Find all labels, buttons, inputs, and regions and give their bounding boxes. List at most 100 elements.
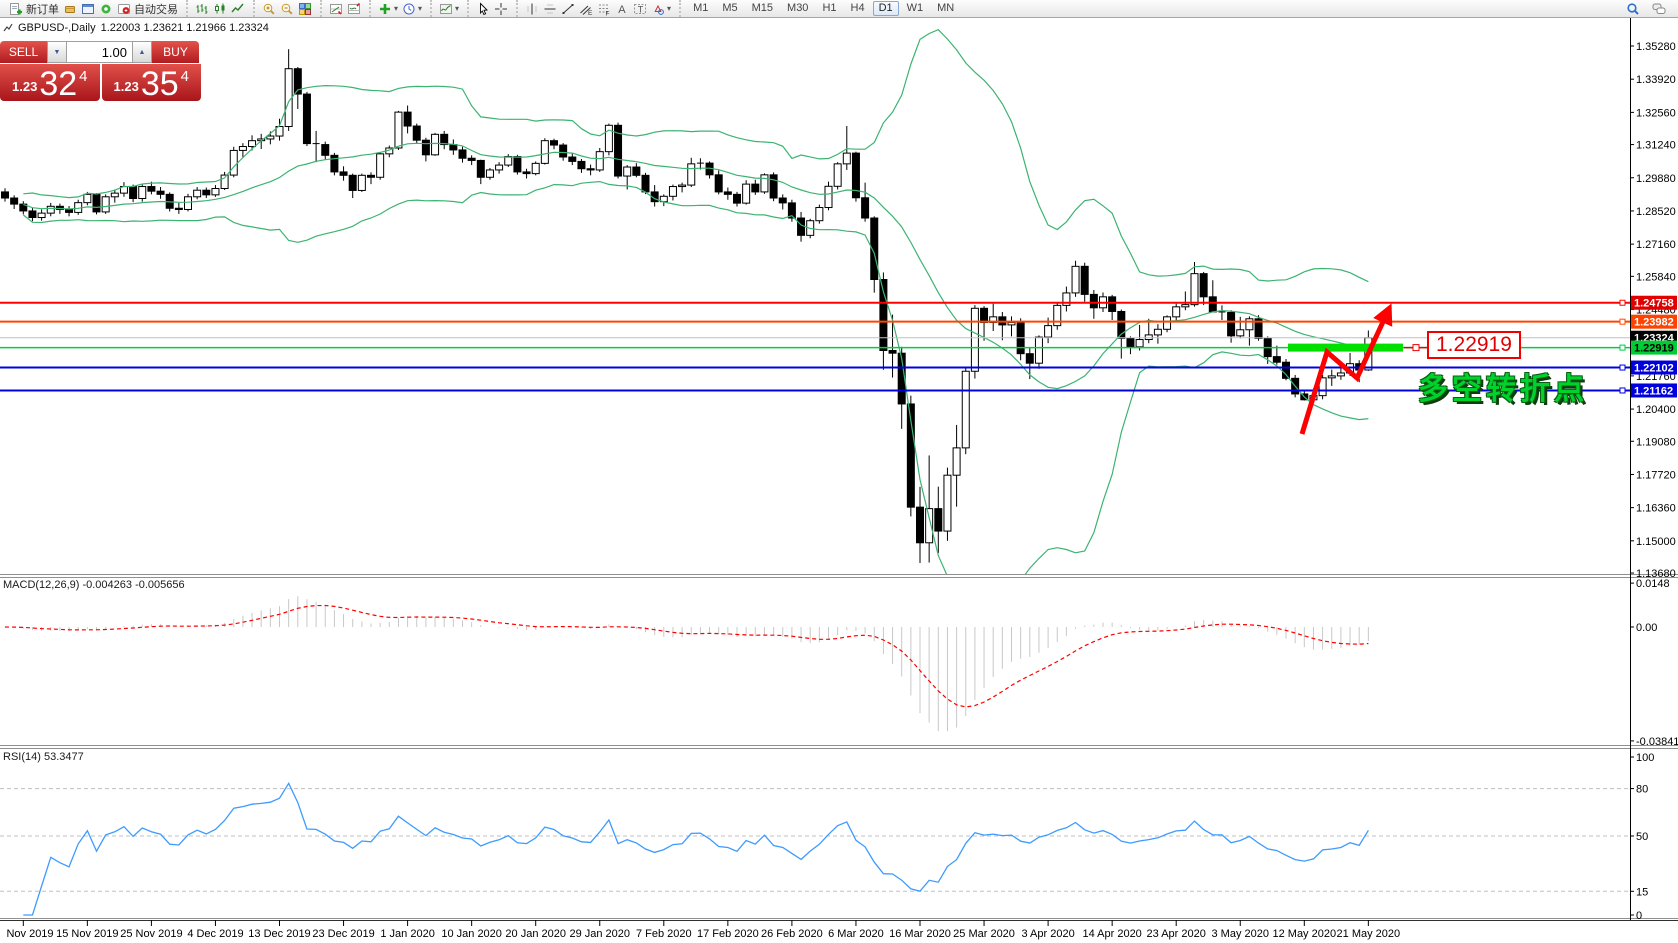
toolbar-tf-m1-button[interactable]: M1 [693,2,709,14]
hline-handle[interactable] [1619,299,1626,306]
svg-text:1.22919: 1.22919 [1634,343,1674,355]
rsi-pane [0,781,1630,916]
candlesticks [1,49,1373,564]
hline-handle[interactable] [1619,318,1626,325]
toolbar-periods-button[interactable]: ▾ [400,1,424,16]
svg-text:1.17720: 1.17720 [1636,469,1676,481]
blue-window-icon [82,3,94,14]
svg-text:Nov 2019: Nov 2019 [6,928,53,940]
zoom-in-icon [263,3,275,15]
toolbar-new-order-button[interactable]: 新订单 [7,1,61,16]
chevron-down-icon[interactable]: ▾ [394,4,399,13]
toolbar-search-button[interactable] [1624,1,1642,16]
svg-text:80: 80 [1636,784,1648,796]
hline-handle[interactable] [1619,364,1626,371]
crosshair-icon [495,2,508,15]
toolbar-cursor-button[interactable] [474,1,492,16]
support-band[interactable] [1288,343,1403,352]
callout-anchor[interactable] [1412,344,1420,352]
toolbar-bar-chart-button[interactable] [193,1,211,16]
hline-handle[interactable] [1619,344,1626,351]
bars-icon [196,3,208,14]
trend-arrow[interactable] [1299,303,1393,435]
toolbar-tf-m30-button[interactable]: M30 [787,2,809,14]
chat-icon [1652,3,1666,14]
toolbar-right [1624,1,1678,16]
main-price-pane [1,28,1373,574]
toolbar-text-label-button[interactable]: T [631,1,649,16]
toolbar-tf-m5-button[interactable]: M5 [722,2,738,14]
toolbar-equidistant-channel-button[interactable]: E [577,1,595,16]
sell-price-tile[interactable]: 1.23 32 4 [0,64,100,101]
toolbar-arrows-button[interactable]: ▾ [649,1,673,16]
svg-text:1.24758: 1.24758 [1634,298,1674,310]
buy-button[interactable]: BUY [152,41,199,63]
svg-text:1.25840: 1.25840 [1636,271,1676,283]
toolbar-indicator-window-button[interactable] [327,1,345,16]
svg-text:7 Feb 2020: 7 Feb 2020 [636,928,692,940]
toolbar-auto-trading-button[interactable]: 自动交易 [115,1,180,16]
chart-corner-icon [3,23,13,32]
sell-button[interactable]: SELL [0,41,47,63]
toolbar-group-add: ▾ ▾ [369,0,427,17]
svg-text:-0.038415: -0.038415 [1636,736,1678,748]
toolbar-fibonacci-button[interactable]: F [595,1,613,16]
toolbar-zoom-in-button[interactable] [260,1,278,16]
chevron-down-icon[interactable]: ▾ [418,4,423,13]
buy-price-tile[interactable]: 1.23 35 4 [101,64,201,101]
green-signal-icon [101,4,111,13]
toolbar-add-indicator-button[interactable]: ▾ [376,1,400,16]
chevron-down-icon[interactable]: ▾ [667,4,672,13]
svg-text:23 Dec 2019: 23 Dec 2019 [312,928,374,940]
svg-text:A: A [618,4,626,16]
toolbar-tf-m15-button[interactable]: M15 [751,2,774,14]
svg-text:1.15000: 1.15000 [1636,536,1676,548]
toolbar-tf-d1-button[interactable]: D1 [872,1,899,16]
toolbar-market-watch-button[interactable] [79,1,97,16]
toolbar-zoom-out-button[interactable] [278,1,296,16]
turning-point-annotation[interactable]: 多空转折点 [1418,373,1588,406]
toolbar-trendline-button[interactable] [559,1,577,16]
toolbar-horizontal-line-button[interactable] [541,1,559,16]
hline-handle[interactable] [1619,387,1626,394]
toolbar-group-zoom [253,0,317,17]
toolbar-tf-mn-button[interactable]: MN [937,2,955,14]
volume-increase-button[interactable]: ▲ [132,41,152,63]
toolbar-tile-windows-button[interactable] [296,1,314,16]
svg-text:1.28520: 1.28520 [1636,206,1676,218]
toolbar-indicator-list-button[interactable] [345,1,363,16]
svg-text:21 May 2020: 21 May 2020 [1337,928,1401,940]
toolbar-vertical-line-button[interactable] [523,1,541,16]
hline-icon [544,4,556,13]
toolbar-chart-style-button[interactable]: ▾ [437,1,461,16]
toolbar-group-trade: 新订单 自动交易 [2,0,183,17]
svg-text:0: 0 [1636,910,1642,922]
toolbar-line-chart-button[interactable] [229,1,247,16]
volume-decrease-button[interactable]: ▼ [47,41,67,63]
toolbar-tf-h1-button[interactable]: H1 [822,2,837,14]
chevron-down-icon[interactable]: ▾ [455,4,460,13]
zoom-out-icon [281,3,293,15]
toolbar-tf-w1-button[interactable]: W1 [906,2,924,14]
label-t-icon: T [634,3,647,14]
toolbar-text-button[interactable]: A [613,1,631,16]
price-callout[interactable]: 1.22919 [1427,331,1521,359]
toolbar-group-charttype: ▾ [430,0,464,17]
volume-input[interactable] [67,41,132,63]
macd-indicator-label: MACD(12,26,9) -0.004263 -0.005656 [3,579,185,591]
svg-text:1.22102: 1.22102 [1634,363,1674,375]
toolbar-candle-chart-button[interactable] [211,1,229,16]
toolbar-crosshair-button[interactable] [492,1,510,16]
ohlc-values: 1.22003 1.23621 1.21966 1.23324 [100,22,269,34]
toolbar-data-window-button[interactable] [97,1,115,16]
toolbar-tf-h4-button[interactable]: H4 [850,2,865,14]
ind-b-icon [348,2,361,14]
toolbar-profiles-button[interactable] [61,1,79,16]
svg-text:1.32560: 1.32560 [1636,107,1676,119]
toolbar-community-chat-button[interactable] [1650,1,1668,16]
svg-text:4 Dec 2019: 4 Dec 2019 [187,928,243,940]
svg-text:17 Feb 2020: 17 Feb 2020 [697,928,759,940]
text-a-icon: A [618,4,626,16]
